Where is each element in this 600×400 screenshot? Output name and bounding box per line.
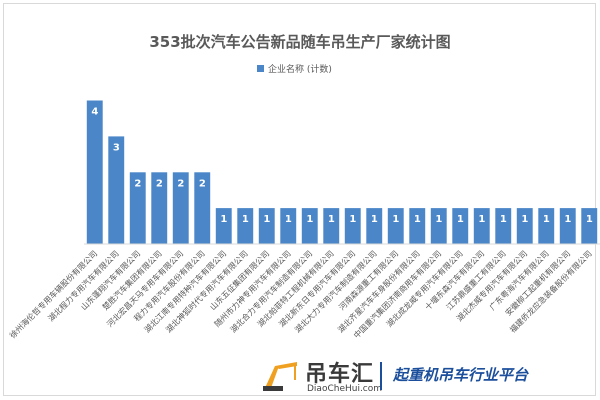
data-labels-group: 4 3 2 2 2 2 1 1 1 1 1 1 1 1 1 1 1 1 1 1 1 1 1 1 [91, 107, 593, 226]
data-label: 1 [220, 214, 227, 225]
bar [194, 172, 211, 244]
data-label: 2 [177, 178, 184, 189]
bar [495, 208, 512, 244]
x-tick-labels-group: 徐州海伦哲专用车辆股份有限公司湖北程力专用汽车有限公司山东蓬翔汽车有限公司楚胜汽… [7, 248, 593, 340]
data-label: 1 [328, 214, 335, 225]
bar [430, 208, 447, 244]
data-label: 1 [371, 214, 378, 225]
legend-label: 企业名称 (计数) [268, 63, 332, 75]
data-label: 3 [113, 142, 120, 153]
bars-group [86, 100, 598, 244]
bar [387, 208, 404, 244]
watermark-url: DiaoCheHui.com [307, 384, 383, 394]
bar [280, 208, 297, 244]
bar [366, 208, 383, 244]
chart-legend: 企业名称 (计数) [257, 63, 332, 75]
data-label: 1 [242, 214, 249, 225]
chart-title: 353批次汽车公告新品随车吊生产厂家统计图 [149, 33, 450, 51]
watermark: 吊车汇 DiaoCheHui.com 起重机吊车行业平台 [255, 354, 600, 400]
chart-frame [3, 3, 596, 396]
data-label: 1 [521, 214, 528, 225]
data-label: 1 [349, 214, 356, 225]
crane-logo-icon [263, 362, 297, 391]
data-label: 2 [134, 178, 141, 189]
bar [559, 208, 576, 244]
data-label: 2 [156, 178, 163, 189]
bar [237, 208, 254, 244]
data-label: 1 [500, 214, 507, 225]
bar [538, 208, 555, 244]
bar [172, 172, 189, 244]
data-label: 1 [263, 214, 270, 225]
watermark-slogan: 起重机吊车行业平台 [393, 366, 529, 384]
data-label: 1 [392, 214, 399, 225]
data-label: 1 [543, 214, 550, 225]
bar [323, 208, 340, 244]
bar [86, 100, 103, 244]
data-label: 1 [457, 214, 464, 225]
bar [473, 208, 490, 244]
data-label: 1 [564, 214, 571, 225]
bar [258, 208, 275, 244]
bar [409, 208, 426, 244]
bar [151, 172, 168, 244]
bar [581, 208, 598, 244]
bar [129, 172, 146, 244]
x-tick-label: 徐州海伦哲专用车辆股份有限公司 [7, 248, 99, 340]
data-label: 1 [414, 214, 421, 225]
watermark-brand: 吊车汇 [305, 362, 375, 387]
bar [108, 136, 125, 244]
data-label: 2 [199, 178, 206, 189]
bar [344, 208, 361, 244]
bar [452, 208, 469, 244]
data-label: 4 [91, 107, 98, 118]
legend-swatch [257, 65, 264, 72]
bar [301, 208, 318, 244]
bar [215, 208, 232, 244]
data-label: 1 [285, 214, 292, 225]
bar [516, 208, 533, 244]
watermark-divider [380, 362, 382, 390]
data-label: 1 [435, 214, 442, 225]
data-label: 1 [478, 214, 485, 225]
data-label: 1 [586, 214, 593, 225]
data-label: 1 [306, 214, 313, 225]
